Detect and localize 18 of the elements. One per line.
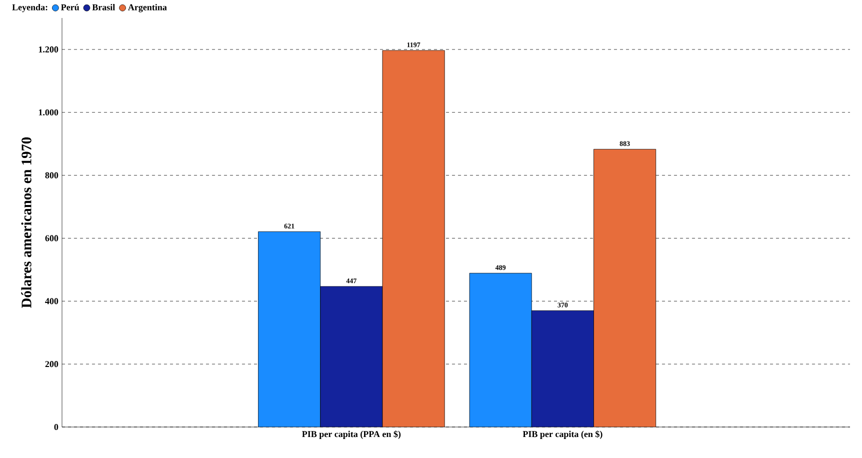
bar [531,310,594,427]
legend-label: Brasil [92,4,115,10]
legend-title: Leyenda: [12,4,48,12]
y-tick-label: 1.000 [38,109,58,116]
y-tick-label: 200 [45,361,58,368]
x-tick-label: PIB per capita (en $) [522,430,602,439]
y-tick-label: 400 [45,298,58,304]
y-tick-label: 1.200 [38,46,58,53]
y-tick-label: 0 [54,424,58,430]
legend-label: Perú [60,4,80,10]
y-tick-label: 800 [45,172,58,178]
x-tick-label: PIB per capita (PPA en $) [302,430,401,439]
y-axis-title: Dólares americanos en 1970 [21,137,32,308]
y-tick-label: 600 [45,235,58,242]
legend-label: Argentina [128,4,167,12]
bar [594,148,656,427]
bar [382,50,445,427]
bar [320,286,383,427]
